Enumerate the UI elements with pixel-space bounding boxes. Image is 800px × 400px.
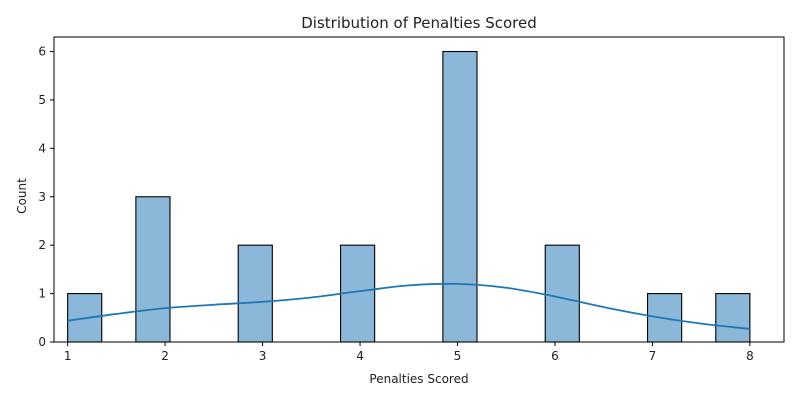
y-tick-label: 1 bbox=[38, 287, 46, 301]
x-tick-label: 4 bbox=[356, 349, 364, 363]
histogram-bar-6 bbox=[544, 244, 580, 343]
y-tick-label: 4 bbox=[38, 141, 46, 155]
y-tick-label: 0 bbox=[38, 335, 46, 349]
y-tick-label: 6 bbox=[38, 45, 46, 59]
axes-layer: 1 2 3 4 5 6 7 8 0 1 2 3 4 5 6 bbox=[38, 36, 785, 363]
histogram-bar-5 bbox=[442, 50, 478, 343]
x-tick-label: 7 bbox=[649, 349, 657, 363]
histogram-bar-8 bbox=[715, 293, 751, 343]
x-tick-label: 2 bbox=[161, 349, 169, 363]
bars-layer bbox=[67, 50, 751, 343]
x-axis-label: Penalties Scored bbox=[369, 372, 468, 386]
x-tick-label: 8 bbox=[746, 349, 754, 363]
y-tick-label: 5 bbox=[38, 93, 46, 107]
kde-curve bbox=[67, 282, 750, 330]
x-tick-label: 6 bbox=[551, 349, 559, 363]
histogram-bar-2 bbox=[135, 196, 171, 343]
x-tick-label: 3 bbox=[259, 349, 267, 363]
chart-title: Distribution of Penalties Scored bbox=[301, 14, 537, 32]
y-axis-label: Count bbox=[15, 178, 29, 214]
x-tick-label: 5 bbox=[454, 349, 462, 363]
plot-frame bbox=[53, 36, 785, 343]
y-tick-label: 3 bbox=[38, 190, 46, 204]
histogram-bar-3 bbox=[237, 244, 273, 343]
kde-layer bbox=[67, 282, 750, 330]
y-tick-label: 2 bbox=[38, 238, 46, 252]
x-tick-label: 1 bbox=[64, 349, 72, 363]
